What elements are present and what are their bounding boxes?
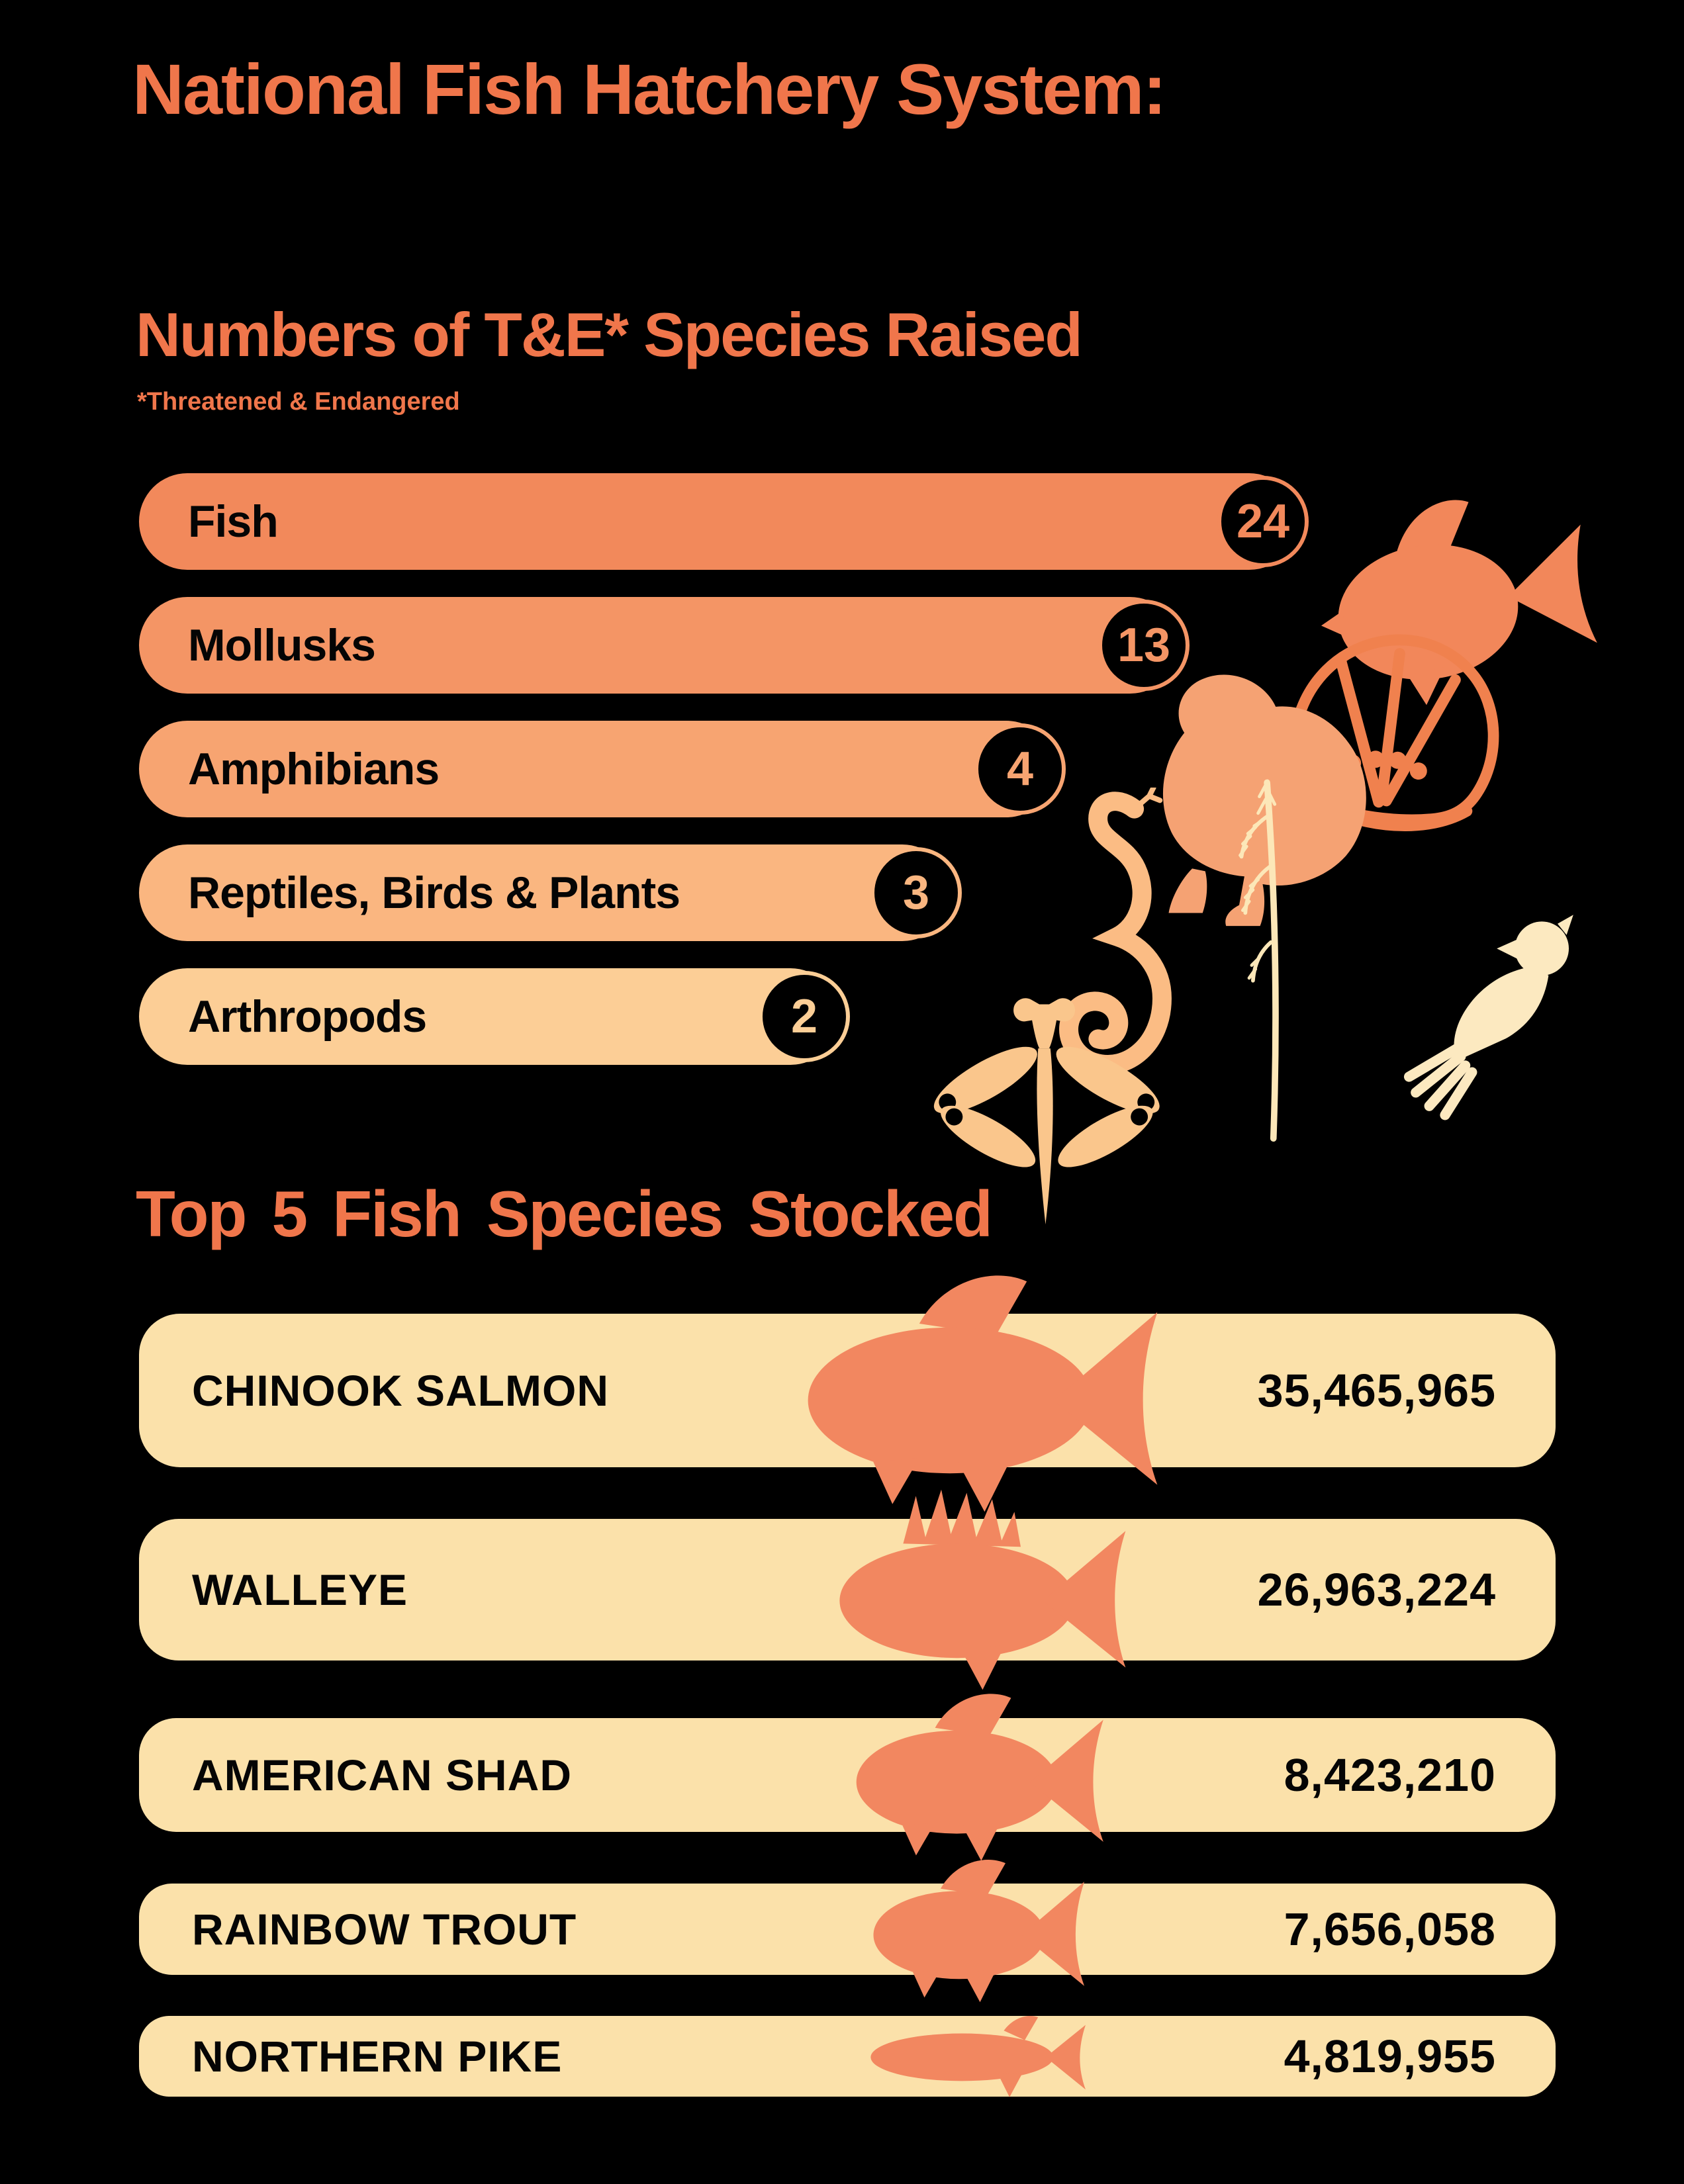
- species-count: 7,656,058: [1284, 1903, 1496, 1955]
- northern-pike-icon: [870, 2015, 1086, 2097]
- species-name: AMERICAN SHAD: [192, 1751, 572, 1799]
- te-bar-reptiles-birds-plants: Reptiles, Birds & Plants 3: [139, 844, 962, 941]
- te-value-badge: 2: [759, 971, 850, 1062]
- species-name: NORTHERN PIKE: [192, 2032, 563, 2081]
- te-bar-fish: Fish 24: [139, 473, 1309, 570]
- species-name: CHINOOK SALMON: [192, 1366, 609, 1415]
- stocked-row-northern-pike: NORTHERN PIKE 4,819,955: [139, 2016, 1556, 2097]
- stocked-row-american-shad: AMERICAN SHAD 8,423,210: [139, 1718, 1556, 1832]
- page-title: National Fish Hatchery System:: [132, 49, 1166, 129]
- te-bar-label: Mollusks: [188, 620, 376, 670]
- walleye-icon: [839, 1489, 1126, 1690]
- dragonfly-icon: [933, 998, 1160, 1225]
- te-section-heading: Numbers of T&E* Species Raised: [136, 300, 1083, 369]
- species-name: WALLEYE: [192, 1565, 408, 1614]
- te-footnote: *Threatened & Endangered: [137, 388, 460, 416]
- stocked-row-rainbow-trout: RAINBOW TROUT 7,656,058: [139, 1884, 1556, 1975]
- te-bar-label: Arthropods: [188, 991, 427, 1042]
- te-bar-label: Amphibians: [188, 744, 440, 794]
- te-bar-mollusks: Mollusks 13: [139, 597, 1190, 694]
- american-shad-icon: [856, 1693, 1103, 1861]
- chinook-salmon-icon: [808, 1275, 1158, 1512]
- rainbow-trout-icon: [873, 1859, 1084, 2003]
- te-bar-amphibians: Amphibians 4: [139, 721, 1066, 817]
- species-count: 35,465,965: [1257, 1365, 1496, 1416]
- snake-icon: [1059, 788, 1172, 1074]
- bird-icon: [1403, 915, 1573, 1120]
- te-value-badge: 13: [1098, 600, 1190, 691]
- te-bar-label: Fish: [188, 496, 279, 547]
- te-value-badge: 4: [974, 723, 1066, 815]
- te-value-badge: 3: [870, 847, 962, 938]
- species-count: 4,819,955: [1284, 2030, 1496, 2082]
- species-count: 8,423,210: [1284, 1749, 1496, 1801]
- grass-plant-icon: [1239, 779, 1279, 1142]
- te-value-badge: 24: [1217, 476, 1309, 567]
- stocked-section-heading: Top 5 Fish Species Stocked: [136, 1177, 993, 1250]
- te-bar-label: Reptiles, Birds & Plants: [188, 868, 680, 918]
- species-count: 26,963,224: [1257, 1564, 1496, 1615]
- species-name: RAINBOW TROUT: [192, 1905, 577, 1954]
- te-bar-arthropods: Arthropods 2: [139, 968, 850, 1065]
